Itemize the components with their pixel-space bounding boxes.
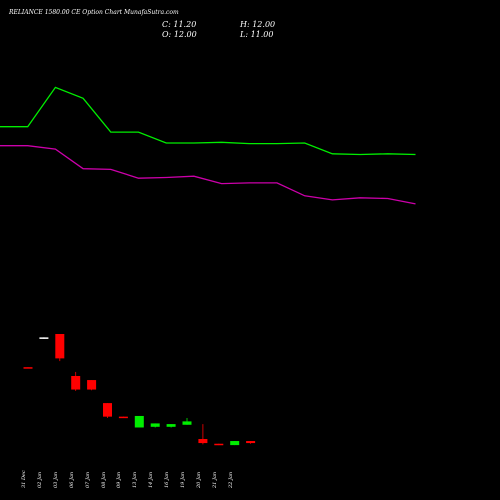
candle-body xyxy=(150,423,160,427)
date-tick-label: 03 Jan xyxy=(52,471,59,488)
candle-body xyxy=(230,441,240,446)
date-tick-label: 13 Jan xyxy=(132,471,139,488)
candle-1 xyxy=(39,337,49,339)
candle-body xyxy=(166,424,176,427)
candle-5 xyxy=(103,403,112,418)
upper-indicator-line xyxy=(0,86,416,156)
low-readout: L: 11.00 xyxy=(240,30,273,39)
candle-9 xyxy=(166,424,176,428)
candle-body xyxy=(39,337,49,339)
chart-title: RELIANCE 1580.00 CE Option Chart MunafaS… xyxy=(9,9,179,16)
candle-12 xyxy=(214,443,224,446)
high-readout: H: 12.00 xyxy=(240,20,275,29)
high-label: H: xyxy=(240,20,250,29)
candle-body xyxy=(214,443,224,446)
date-tick-label: 20 Jan xyxy=(195,471,202,488)
candle-body xyxy=(55,334,65,359)
candle-body xyxy=(134,415,144,428)
date-tick-label: 08 Jan xyxy=(100,471,107,488)
candle-body xyxy=(87,380,97,390)
candle-8 xyxy=(150,423,160,428)
high-value: 12.00 xyxy=(252,20,276,29)
open-value: 12.00 xyxy=(173,30,197,39)
date-tick-label: 02 Jan xyxy=(36,471,43,488)
date-tick-label: 21 Jan xyxy=(211,471,218,488)
low-value: 11.00 xyxy=(250,30,274,39)
close-label: C: xyxy=(162,20,171,29)
open-label: O: xyxy=(162,30,172,39)
lower-indicator-line xyxy=(0,145,416,205)
candle-body xyxy=(103,403,112,417)
candle-body xyxy=(71,376,81,390)
candle-body xyxy=(118,416,128,419)
candle-13 xyxy=(230,441,240,446)
date-tick-label: 31 Dec xyxy=(21,470,27,488)
date-tick-label: 22 Jan xyxy=(227,471,234,488)
candle-11 xyxy=(198,424,208,445)
open-readout: O: 12.00 xyxy=(162,30,197,39)
candle-10 xyxy=(182,418,192,425)
candle-body xyxy=(182,421,192,425)
candle-body xyxy=(23,367,33,369)
candle-3 xyxy=(71,371,81,391)
date-tick-label: 19 Jan xyxy=(180,471,186,488)
date-tick-label: 14 Jan xyxy=(148,471,155,488)
candle-0 xyxy=(23,367,33,369)
candle-body xyxy=(198,439,208,444)
candle-body xyxy=(246,441,256,444)
date-tick-label: 07 Jan xyxy=(84,471,91,488)
low-label: L: xyxy=(240,30,249,39)
close-value: 11.20 xyxy=(173,20,197,29)
date-tick-label: 06 Jan xyxy=(68,471,75,488)
candle-4 xyxy=(87,380,97,391)
candle-2 xyxy=(55,334,65,362)
candle-7 xyxy=(134,415,144,428)
candle-14 xyxy=(246,441,256,444)
close-readout: C: 11.20 xyxy=(162,20,196,29)
date-tick-label: 09 Jan xyxy=(116,471,123,488)
date-tick-label: 16 Jan xyxy=(164,471,171,488)
candle-6 xyxy=(118,416,128,419)
